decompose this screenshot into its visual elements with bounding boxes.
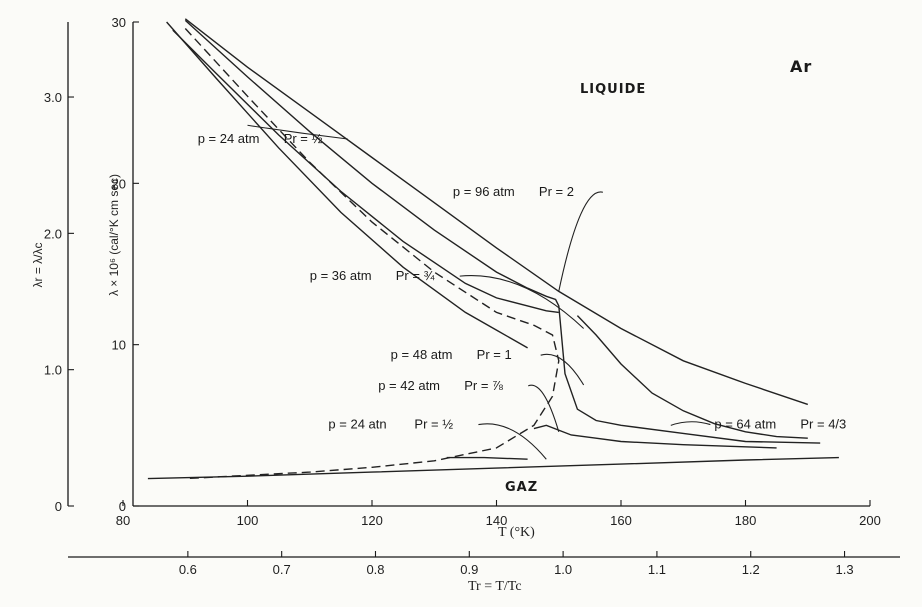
- tr-tick-label: 0.6: [179, 562, 197, 577]
- secondary-y-axis-label: λr = λ/λc: [31, 242, 45, 287]
- y-tick-label: 0: [119, 499, 126, 514]
- lr-tick-label: 2.0: [44, 226, 62, 241]
- y-tick-label: 20: [112, 176, 126, 191]
- x-tick-label: 140: [486, 513, 508, 528]
- region-label-gas: GAZ: [505, 480, 538, 495]
- series-curve-0: [184, 18, 809, 406]
- annotation-leader: [459, 275, 585, 329]
- annotation-pressure: p = 36 atm: [310, 268, 372, 283]
- annotation-leaders: [247, 124, 711, 460]
- series-curve-7: [184, 28, 560, 480]
- tr-tick-label: 1.0: [554, 562, 572, 577]
- region-label-liquid: LIQUIDE: [580, 82, 646, 97]
- series-curve-3: [533, 424, 777, 449]
- x-tick-label: 100: [237, 513, 259, 528]
- annotation-reduced-pressure: Pr = 1: [477, 347, 512, 362]
- annotation-pressure: p = 48 atm: [391, 347, 453, 362]
- plot-frame: [67, 22, 900, 558]
- annotation-reduced-pressure: Pr = ¾: [396, 268, 435, 283]
- annotation-leader: [540, 353, 585, 386]
- series-curve-2: [184, 19, 821, 444]
- x-axis-label: T (°K): [498, 525, 535, 540]
- tr-tick-label: 1.3: [836, 562, 854, 577]
- tr-tick-label: 0.7: [273, 562, 291, 577]
- series-curve-8: [147, 456, 839, 480]
- annotation-leader: [558, 191, 604, 292]
- tick-marks: [68, 21, 871, 557]
- annotation-leader: [478, 423, 547, 460]
- series-curve-4: [172, 29, 559, 314]
- x-tick-label: 80: [116, 513, 130, 528]
- tr-tick-label: 0.9: [460, 562, 478, 577]
- annotation-pressure: p = 24 atn: [328, 417, 386, 432]
- x-tick-label: 200: [859, 513, 881, 528]
- annotation-pressure: p = 64 atm: [714, 417, 776, 432]
- annotation-reduced-pressure: Pr = ⅞: [464, 378, 503, 393]
- x-tick-label: 160: [610, 513, 632, 528]
- x-tick-label: 120: [361, 513, 383, 528]
- annotations: p = 24 atm Pr = ½ p = 96 atm Pr = 2 p = 36 a…: [198, 131, 847, 432]
- y-axis-label: λ × 10⁶ (cal/°K cm sec): [107, 174, 121, 296]
- secondary-x-axis-label: Tr = T/Tc: [468, 579, 522, 594]
- tr-tick-label: 0.8: [366, 562, 384, 577]
- annotation-reduced-pressure: Pr = ½: [414, 417, 453, 432]
- annotation-reduced-pressure: Pr = ½: [284, 131, 323, 146]
- lr-tick-label: 0: [55, 499, 62, 514]
- y-tick-label: 10: [112, 338, 126, 353]
- series-curve-6: [446, 456, 528, 460]
- annotation-pressure: p = 24 atm: [198, 131, 260, 146]
- y-tick-label: 30: [112, 15, 126, 30]
- x-tick-label: 180: [735, 513, 757, 528]
- lr-tick-label: 1.0: [44, 363, 62, 378]
- tr-tick-label: 1.1: [648, 562, 666, 577]
- series-curve-5: [166, 21, 528, 349]
- annotation-pressure: p = 42 atm: [378, 378, 440, 393]
- annotation-leader: [247, 124, 348, 140]
- series-curve-1: [576, 315, 808, 439]
- annotation-leader: [670, 421, 711, 426]
- data-curves: [147, 18, 839, 480]
- tr-tick-label: 1.2: [742, 562, 760, 577]
- species-label: Ar: [790, 57, 812, 76]
- annotation-leader: [528, 384, 560, 432]
- lr-tick-label: 3.0: [44, 90, 62, 105]
- annotation-reduced-pressure: Pr = 2: [539, 184, 574, 199]
- annotation-reduced-pressure: Pr = 4/3: [800, 417, 846, 432]
- tick-labels: 80 100 120 140 160 180 200 0 10 20 30 0.6 0.7 0.8 0.9 1…: [44, 15, 881, 577]
- annotation-pressure: p = 96 atm: [453, 184, 515, 199]
